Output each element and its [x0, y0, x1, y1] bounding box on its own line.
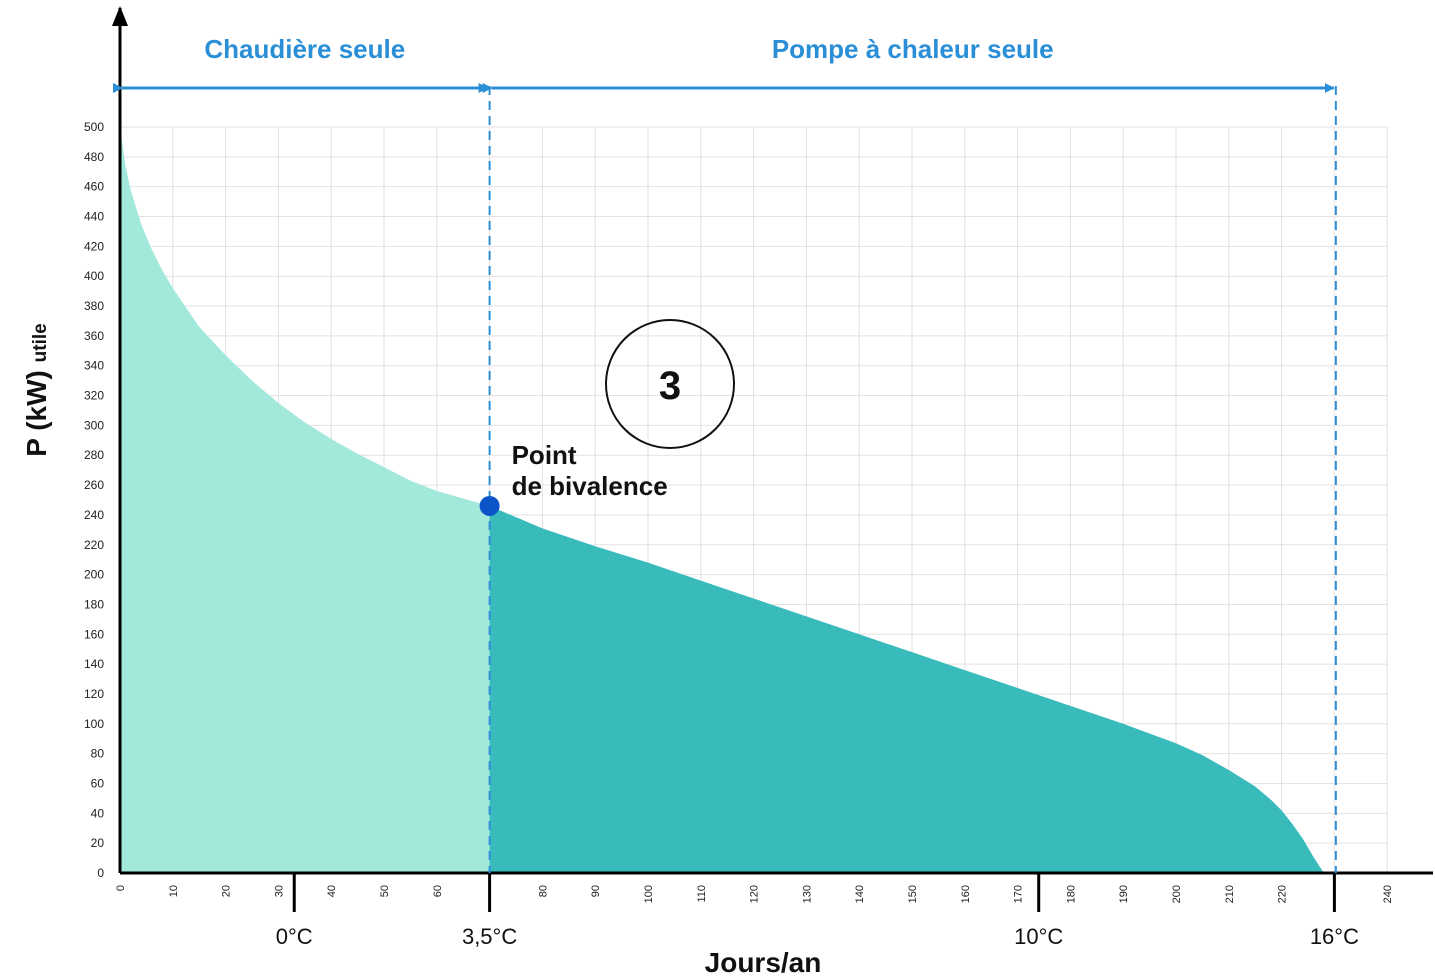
temperature-label: 10°C [1014, 924, 1063, 949]
y-tick-label: 340 [84, 359, 104, 373]
zone-marker-circle [605, 319, 735, 449]
area-fills [120, 127, 1324, 873]
y-tick-label: 360 [84, 329, 104, 343]
y-tick-label: 100 [84, 717, 104, 731]
x-tick-label: 150 [907, 885, 919, 903]
x-tick-label: 220 [1277, 885, 1289, 903]
heat-pump-zone-label: Pompe à chaleur seule [772, 34, 1054, 64]
y-tick-label: 260 [84, 478, 104, 492]
x-tick-label: 130 [801, 885, 813, 903]
y-tick-label: 460 [84, 180, 104, 194]
y-tick-label: 20 [91, 836, 105, 850]
x-tick-label: 120 [749, 885, 761, 903]
x-tick-label: 140 [854, 885, 866, 903]
heat-pump-area [489, 505, 1324, 873]
y-tick-label: 200 [84, 568, 104, 582]
bivalence-label: de bivalence [512, 471, 668, 501]
axes [112, 6, 1433, 912]
x-tick-label: 40 [326, 885, 338, 897]
y-axis-title-main: P (kW) [21, 362, 52, 456]
boiler-area [120, 127, 490, 873]
y-tick-label: 160 [84, 627, 104, 641]
x-tick-label: 180 [1065, 885, 1077, 903]
x-tick-label: 60 [432, 885, 444, 897]
x-tick-label: 50 [379, 885, 391, 897]
y-tick-label: 220 [84, 538, 104, 552]
y-tick-label: 80 [91, 747, 105, 761]
x-axis-title: Jours/an [705, 947, 822, 978]
y-tick-label: 440 [84, 210, 104, 224]
y-tick-label: 400 [84, 269, 104, 283]
zone-marker-text: 3 [659, 364, 681, 408]
x-tick-label: 210 [1224, 885, 1236, 903]
temperature-label: 3,5°C [462, 924, 517, 949]
y-tick-label: 500 [84, 120, 104, 134]
y-tick-label: 240 [84, 508, 104, 522]
y-tick-label: 40 [91, 806, 105, 820]
y-tick-label: 320 [84, 389, 104, 403]
x-tick-label: 200 [1171, 885, 1183, 903]
temperature-label: 0°C [276, 924, 313, 949]
y-tick-label: 120 [84, 687, 104, 701]
y-tick-label: 180 [84, 597, 104, 611]
y-tick-label: 280 [84, 448, 104, 462]
y-tick-label: 140 [84, 657, 104, 671]
x-tick-label: 240 [1382, 885, 1394, 903]
x-tick-label: 0 [115, 885, 127, 891]
x-tick-label: 80 [537, 885, 549, 897]
y-tick-label: 60 [91, 776, 105, 790]
x-tick-label: 10 [168, 885, 180, 897]
y-tick-label: 0 [97, 866, 104, 880]
x-tick-label: 30 [273, 885, 285, 897]
y-axis-title-sub: utile [30, 323, 51, 362]
y-tick-label: 420 [84, 239, 104, 253]
x-tick-label: 90 [590, 885, 602, 897]
y-tick-label: 300 [84, 418, 104, 432]
bivalence-label: Point [512, 440, 577, 470]
y-axis-title: P (kW) utile [21, 323, 52, 456]
x-tick-label: 170 [1013, 885, 1025, 903]
x-tick-label: 190 [1118, 885, 1130, 903]
x-tick-label: 20 [221, 885, 233, 897]
x-tick-label: 100 [643, 885, 655, 903]
chart-labels: 0204060801001201401601802002202402602803… [21, 34, 1394, 978]
y-tick-label: 380 [84, 299, 104, 313]
x-tick-label: 110 [696, 885, 708, 903]
temperature-label: 16°C [1310, 924, 1359, 949]
boiler-zone-label: Chaudière seule [204, 34, 405, 64]
y-tick-label: 480 [84, 150, 104, 164]
x-tick-label: 160 [960, 885, 972, 903]
chart-marks [113, 83, 1337, 873]
bivalence-point [479, 495, 500, 516]
